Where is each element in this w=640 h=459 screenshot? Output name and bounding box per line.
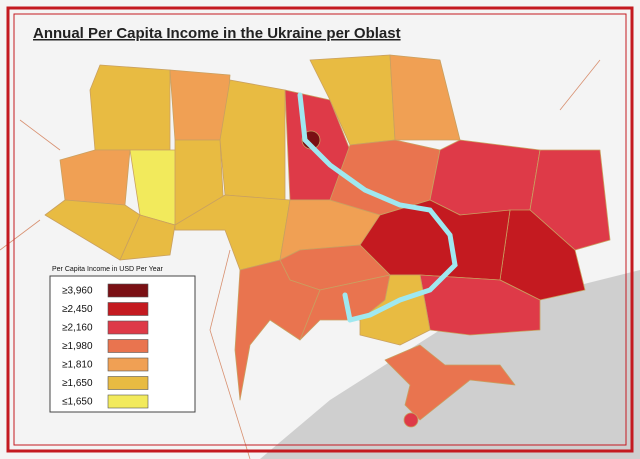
region [429, 139, 541, 216]
legend-swatch [107, 320, 149, 335]
region [529, 149, 611, 251]
region [219, 79, 286, 201]
region [384, 344, 516, 421]
river [297, 92, 458, 323]
region [59, 149, 131, 206]
legend-swatch [107, 357, 149, 372]
legend-swatch [107, 376, 149, 390]
region [359, 274, 431, 346]
city-marker [403, 412, 419, 428]
legend-swatch [107, 302, 149, 316]
legend-swatch [107, 283, 149, 298]
frame [6, 6, 634, 453]
legend-swatch [107, 394, 149, 409]
frame [13, 13, 627, 446]
legend-title: Per Capita Income in USD Per Year [52, 266, 164, 273]
sea [260, 270, 640, 459]
region [169, 69, 231, 141]
legend-label: ≥1,650 [62, 378, 93, 389]
legend: ≥3,960 ≥2,450 ≥2,160 ≥1,980 ≥1,810 ≥1,650 ≤1,6… [62, 283, 149, 409]
legend-label: ≥3,960 [62, 286, 93, 297]
border-line [0, 59, 601, 459]
regions [44, 54, 611, 428]
legend-label: ≥2,160 [62, 323, 93, 334]
region [44, 199, 141, 261]
title: Annual Per Capita Income in the Ukraine … [33, 25, 401, 42]
region [234, 259, 321, 401]
legend-label: ≥2,450 [62, 304, 93, 315]
legend-label: ≥1,810 [62, 360, 93, 371]
region [89, 64, 171, 151]
legend-label: ≥1,980 [62, 341, 93, 352]
legend-swatch [107, 339, 149, 353]
legend-label: ≤1,650 [62, 397, 93, 408]
region [119, 214, 176, 261]
